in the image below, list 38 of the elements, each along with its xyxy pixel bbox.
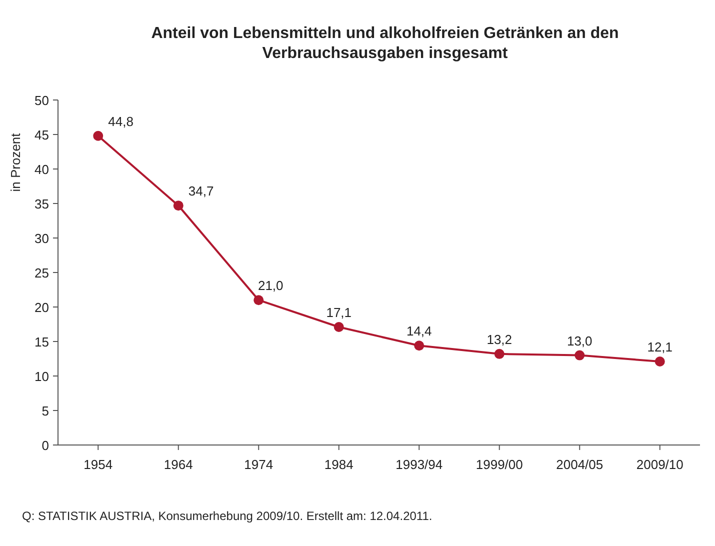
- y-tick-label: 35: [34, 196, 49, 212]
- text: 13,0: [566, 333, 592, 348]
- y-tick-label: 50: [34, 93, 49, 108]
- point: [574, 350, 585, 360]
- y-tick-label: 5: [42, 404, 49, 418]
- x-tick-label: 2009/10: [636, 457, 684, 472]
- x-tick-label: 1974: [244, 457, 274, 472]
- text: 12,1: [647, 340, 673, 355]
- point: [494, 348, 504, 359]
- y-tick-label: 25: [34, 266, 49, 280]
- x-tick-label: 1993/94: [396, 457, 443, 472]
- y-axis-title: in Prozent: [8, 132, 23, 192]
- text: Q: STATISTIK AUSTRIA, Konsumerhebung 2009/10. Erstellt am: 12.04.2011.: [22, 509, 432, 523]
- point: [254, 295, 264, 306]
- y-tick-label: 45: [34, 128, 49, 142]
- y-tick-label: 0: [42, 438, 49, 453]
- text: 17,1: [326, 305, 352, 320]
- y-tick-label: 15: [34, 334, 49, 350]
- x-tick-label: 1984: [324, 457, 354, 472]
- y-tick-label: 20: [34, 300, 49, 315]
- text: 34,7: [188, 184, 214, 199]
- x-tick-label: 1954: [84, 457, 113, 472]
- y-tick-label: 10: [34, 369, 49, 384]
- y-tick-label: 40: [34, 162, 49, 177]
- text: 13,2: [486, 332, 512, 347]
- x-tick-label: 1999/00: [476, 457, 523, 472]
- text: 21,0: [258, 278, 284, 294]
- y-tick-label: 30: [34, 231, 49, 246]
- text: 14,4: [406, 324, 432, 339]
- point: [414, 340, 424, 351]
- chart-title: Anteil von Lebensmitteln und alkoholfreien Getränken an den Verbrauchsausgaben insgesamt: [151, 25, 619, 62]
- point: [334, 322, 344, 332]
- x-tick-label: 1964: [164, 457, 193, 472]
- point: [654, 356, 665, 367]
- x-tick-label: 2004/05: [556, 457, 604, 472]
- text: 44,8: [108, 114, 134, 129]
- point: [93, 130, 104, 141]
- point: [173, 200, 184, 211]
